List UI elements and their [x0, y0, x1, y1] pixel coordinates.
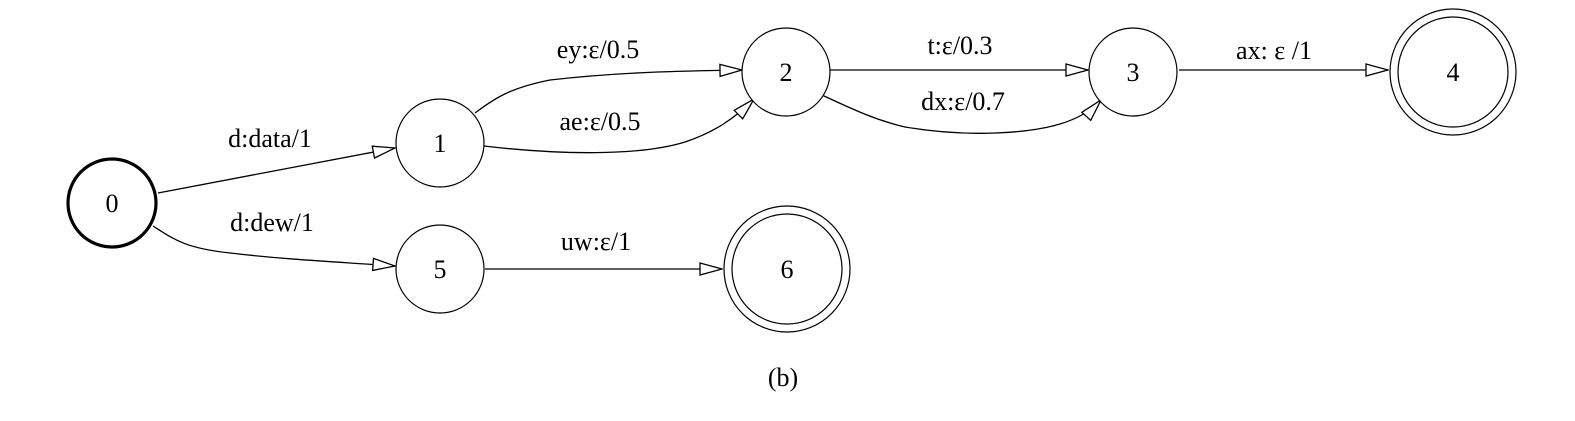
edge-2-3-lower: dx:ε/0.7: [821, 87, 1101, 134]
edge-0-1-path: [157, 148, 395, 194]
state-5-label: 5: [434, 255, 447, 284]
edge-2-3-upper: t:ε/0.3: [830, 31, 1088, 70]
state-1-label: 1: [434, 129, 447, 158]
state-0-label: 0: [106, 189, 119, 218]
edge-3-4-label: ax: ε /1: [1236, 36, 1312, 65]
edge-1-2-upper-path: [474, 70, 742, 114]
edge-1-2-lower: ae:ε/0.5: [483, 99, 754, 154]
edge-0-5: d:dew/1: [152, 208, 395, 266]
state-6-inner-circle: [731, 213, 843, 325]
state-4: 4: [1389, 8, 1517, 136]
edge-2-3-lower-path: [821, 94, 1101, 134]
edge-2-3-upper-label: t:ε/0.3: [927, 31, 992, 60]
state-1: 1: [395, 98, 485, 188]
state-4-label: 4: [1447, 58, 1460, 87]
state-2: 2: [741, 27, 831, 117]
state-3-label: 3: [1127, 58, 1140, 87]
state-0: 0: [66, 157, 158, 249]
state-1-circle: [395, 98, 485, 188]
edge-2-3-lower-label: dx:ε/0.7: [921, 87, 1005, 116]
edge-1-2-upper: ey:ε/0.5: [474, 35, 742, 114]
state-4-inner-circle: [1397, 16, 1509, 128]
figure-caption: (b): [768, 363, 798, 392]
state-3: 3: [1088, 27, 1178, 117]
edge-1-2-lower-path: [483, 99, 754, 154]
edge-5-6-label: uw:ε/1: [561, 227, 631, 256]
state-0-circle: [66, 157, 158, 249]
state-5-circle: [395, 224, 485, 314]
state-2-label: 2: [780, 58, 793, 87]
edge-3-4: ax: ε /1: [1179, 36, 1388, 70]
edge-1-2-upper-label: ey:ε/0.5: [557, 35, 639, 64]
state-6: 6: [723, 205, 851, 333]
edge-5-6: uw:ε/1: [485, 227, 722, 269]
state-2-circle: [741, 27, 831, 117]
state-3-circle: [1088, 27, 1178, 117]
edge-0-5-label: d:dew/1: [230, 208, 314, 237]
state-6-label: 6: [781, 255, 794, 284]
state-5: 5: [395, 224, 485, 314]
edge-0-5-path: [152, 225, 395, 266]
edge-0-1: d:data/1: [157, 124, 395, 194]
edge-0-1-label: d:data/1: [228, 124, 312, 153]
edge-1-2-lower-label: ae:ε/0.5: [560, 107, 641, 136]
